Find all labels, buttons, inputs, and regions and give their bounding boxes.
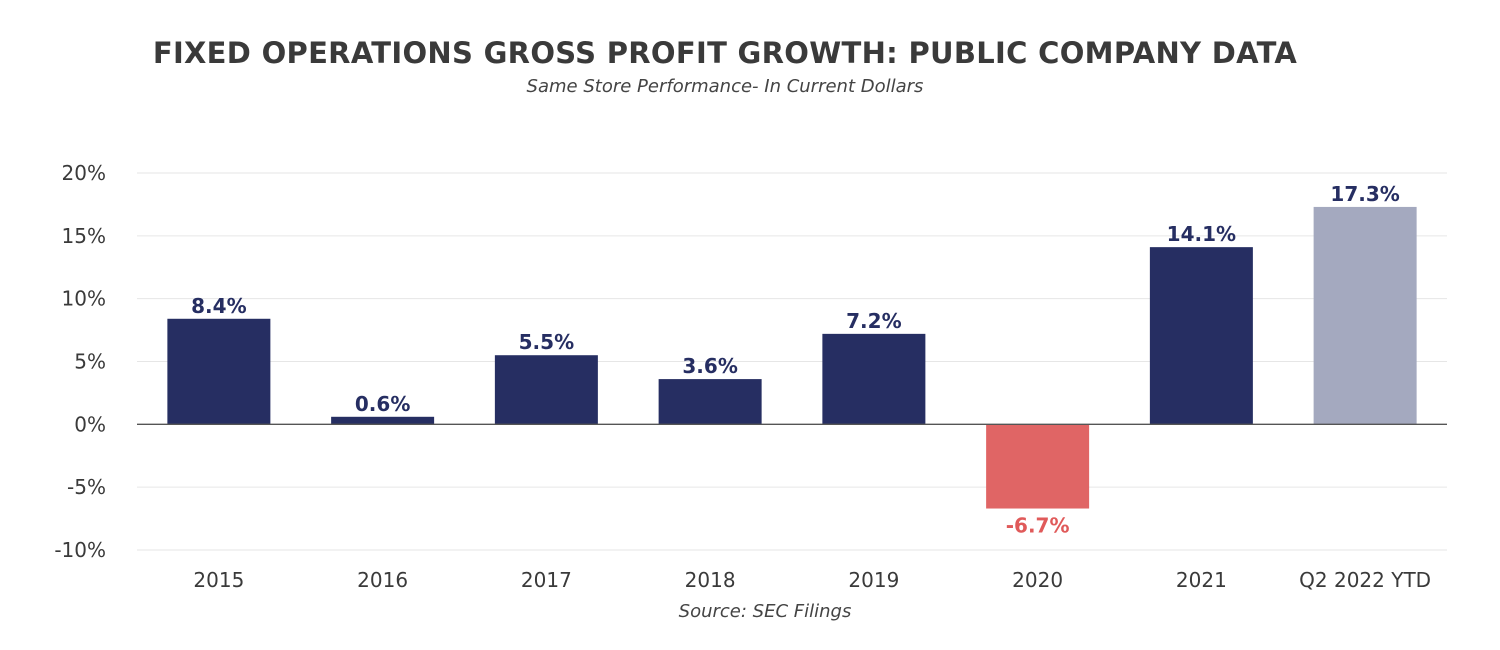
data-label: 14.1%	[1167, 222, 1236, 246]
bar-2018	[658, 379, 762, 425]
x-category-label: 2017	[521, 568, 572, 592]
x-category-label: 2016	[357, 568, 408, 592]
chart-title: FIXED OPERATIONS GROSS PROFIT GROWTH: PU…	[152, 36, 1298, 70]
y-tick-label: 20%	[62, 161, 106, 185]
y-tick-label: 5%	[74, 350, 106, 374]
y-tick-label: -10%	[54, 538, 106, 562]
y-axis-tick-labels: 20% 15% 10% 5% 0% -5% -10%	[54, 161, 106, 562]
data-label: -6.7%	[1006, 514, 1070, 538]
data-labels: 8.4% 0.6% 5.5% 3.6% 7.2% -6.7% 14.1% 17.3%	[191, 182, 1400, 538]
bar-2015	[167, 318, 271, 425]
chart-subtitle: Same Store Performance- In Current Dolla…	[526, 76, 924, 97]
data-label: 5.5%	[519, 330, 574, 354]
x-category-label: 2018	[685, 568, 736, 592]
x-category-label: 2021	[1176, 568, 1227, 592]
y-tick-label: 15%	[62, 224, 106, 248]
bar-2019	[822, 333, 926, 425]
bar-2017	[494, 355, 598, 425]
chart-source: Source: SEC Filings	[678, 601, 852, 622]
data-label: 3.6%	[682, 354, 737, 378]
y-tick-label: 10%	[62, 287, 106, 311]
data-label: 0.6%	[355, 392, 410, 416]
x-category-label: Q2 2022 YTD	[1299, 568, 1431, 592]
y-tick-label: -5%	[67, 475, 106, 499]
bar-2020	[986, 424, 1090, 509]
x-category-label: 2020	[1012, 568, 1063, 592]
bars	[167, 206, 1417, 509]
x-category-label: 2015	[193, 568, 244, 592]
x-axis-category-labels: 2015 2016 2017 2018 2019 2020 2021 Q2 2022 YTD	[193, 568, 1431, 592]
data-label: 7.2%	[846, 309, 901, 333]
bar-2021	[1149, 247, 1253, 425]
x-category-label: 2019	[848, 568, 899, 592]
y-tick-label: 0%	[74, 412, 106, 436]
data-label: 17.3%	[1330, 182, 1399, 206]
bar-q2-2022-ytd	[1313, 206, 1417, 425]
bar-2016	[331, 416, 435, 425]
data-label: 8.4%	[191, 294, 246, 318]
